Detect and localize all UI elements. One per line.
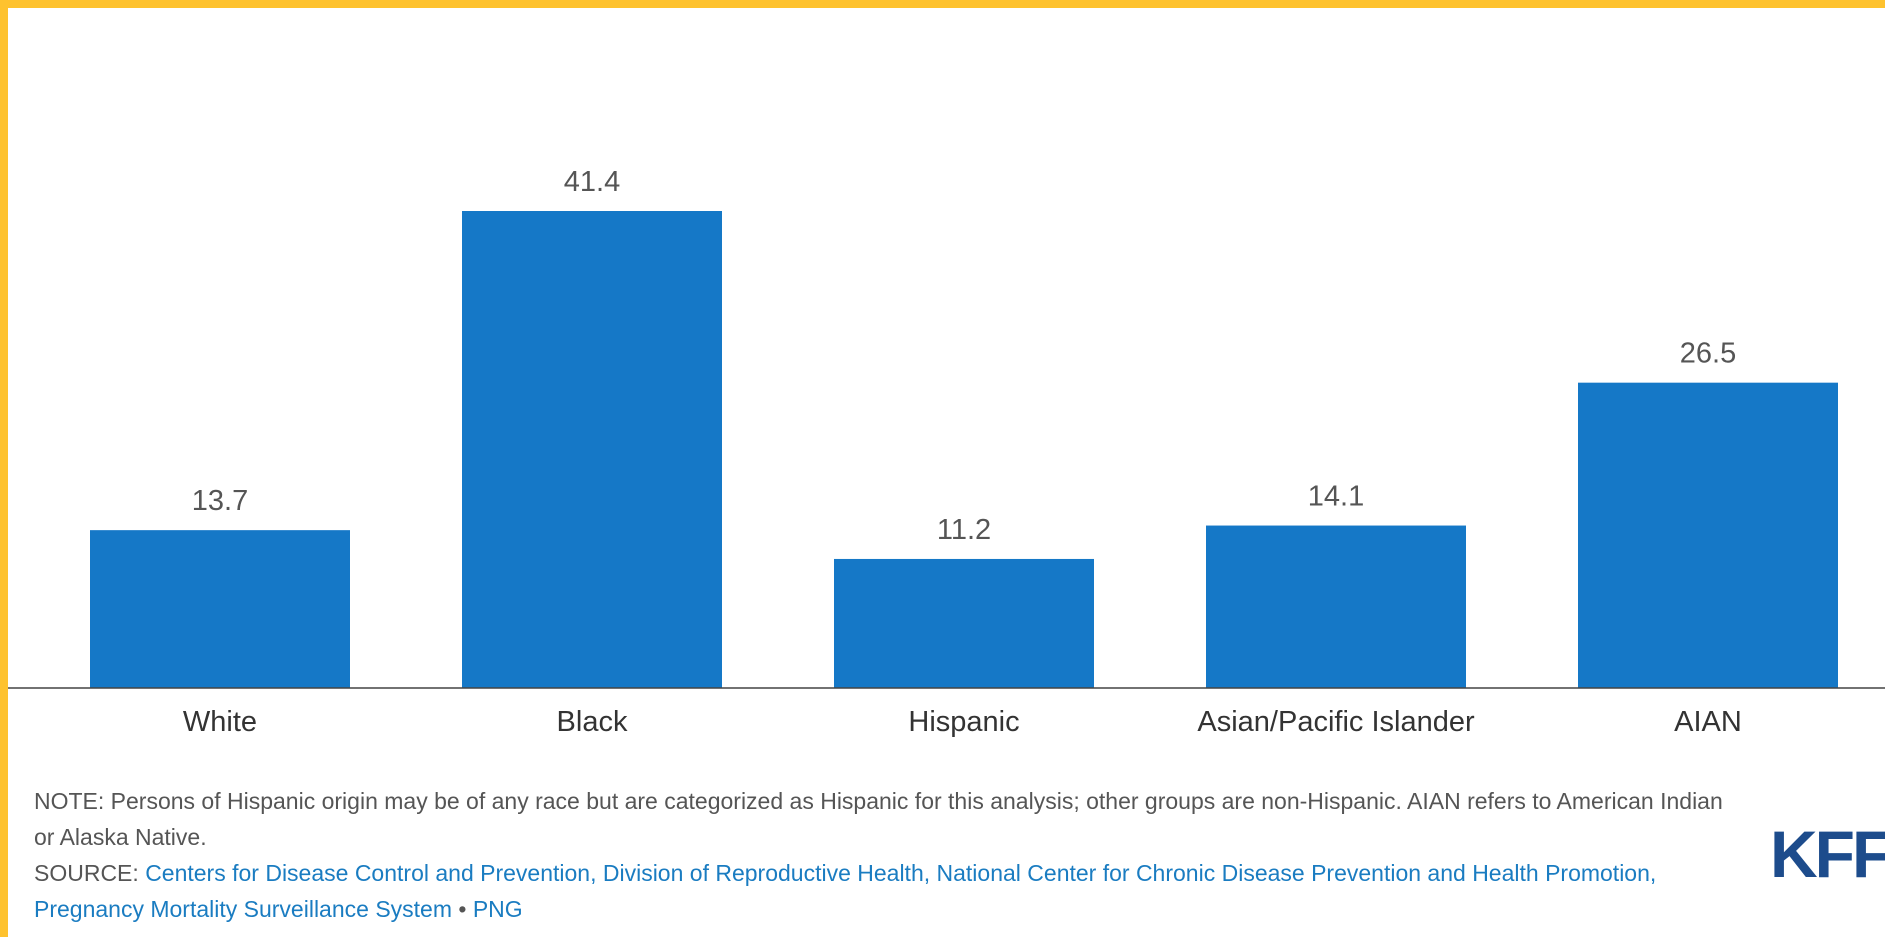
value-label-3: 14.1	[1308, 481, 1364, 513]
bars-layer: 13.7 White 41.4 Black 11.2 Hispanic 14.1 Asian/…	[90, 166, 1838, 738]
source-prefix: SOURCE:	[34, 860, 146, 886]
value-label-4: 26.5	[1680, 338, 1736, 370]
bar-2	[834, 558, 1094, 688]
category-label-4: AIAN	[1674, 706, 1742, 738]
separator: •	[452, 896, 473, 922]
bar-1	[462, 211, 722, 688]
bar-0	[90, 530, 350, 688]
chart-frame: 13.7 White 41.4 Black 11.2 Hispanic 14.1 Asian/…	[8, 8, 1885, 937]
category-label-0: White	[183, 706, 257, 738]
source-link[interactable]: Centers for Disease Control and Preventi…	[34, 860, 1657, 922]
png-link[interactable]: PNG	[472, 896, 523, 922]
category-label-1: Black	[557, 706, 628, 738]
footnotes: NOTE: Persons of Hispanic origin may be …	[34, 783, 1744, 927]
value-label-0: 13.7	[192, 485, 248, 517]
category-label-3: Asian/Pacific Islander	[1197, 706, 1475, 738]
bar-chart: 13.7 White 41.4 Black 11.2 Hispanic 14.1 Asian/…	[8, 166, 1885, 738]
kff-logo: KFF	[1770, 817, 1885, 891]
value-label-1: 41.4	[564, 166, 620, 198]
bar-4	[1578, 382, 1838, 688]
note-text: NOTE: Persons of Hispanic origin may be …	[34, 788, 1723, 850]
bar-3	[1206, 525, 1466, 688]
category-label-2: Hispanic	[908, 706, 1019, 738]
value-label-2: 11.2	[937, 514, 991, 546]
